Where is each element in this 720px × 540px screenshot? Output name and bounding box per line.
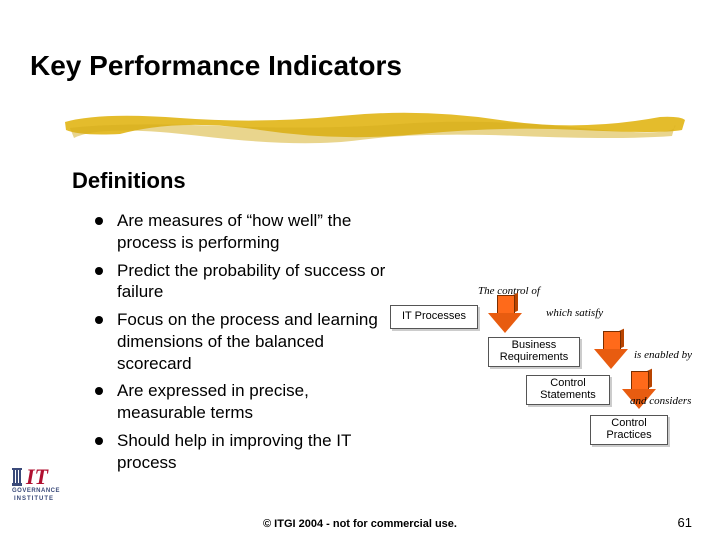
box-it-processes: IT Processes [390, 305, 478, 329]
control-cascade-diagram: The control of IT Processes which satisf… [398, 295, 698, 465]
itgi-logo: IT GOVERNANCE INSTITUTE [10, 466, 68, 514]
box-control-practices: Control Practices [590, 415, 668, 445]
column-icon [12, 468, 22, 486]
definitions-bullet-list: Are measures of “how well” the process i… [95, 210, 400, 479]
box-control-statements: Control Statements [526, 375, 610, 405]
footer-copyright: © ITGI 2004 - not for commercial use. [0, 518, 720, 530]
bullet-item: Predict the probability of success or fa… [95, 260, 400, 304]
logo-line1: GOVERNANCE [12, 488, 60, 494]
box-business-requirements: Business Requirements [488, 337, 580, 367]
slide: Key Performance Indicators Definitions A… [0, 0, 720, 540]
arrow-icon [488, 295, 522, 335]
logo-it-text: IT [26, 464, 48, 490]
label-which-satisfy: which satisfy [546, 307, 603, 319]
section-subtitle: Definitions [72, 168, 186, 194]
bullet-item: Should help in improving the IT process [95, 430, 400, 474]
slide-title: Key Performance Indicators [30, 50, 402, 82]
page-number: 61 [678, 515, 692, 530]
bullet-item: Are expressed in precise, measurable ter… [95, 380, 400, 424]
label-is-enabled-by: is enabled by [634, 349, 692, 361]
logo-line2: INSTITUTE [14, 496, 54, 502]
label-and-considers: and considers [630, 395, 691, 407]
title-underline-brush [60, 108, 690, 144]
bullet-item: Focus on the process and learning dimens… [95, 309, 400, 374]
arrow-icon [594, 331, 628, 371]
bullet-item: Are measures of “how well” the process i… [95, 210, 400, 254]
